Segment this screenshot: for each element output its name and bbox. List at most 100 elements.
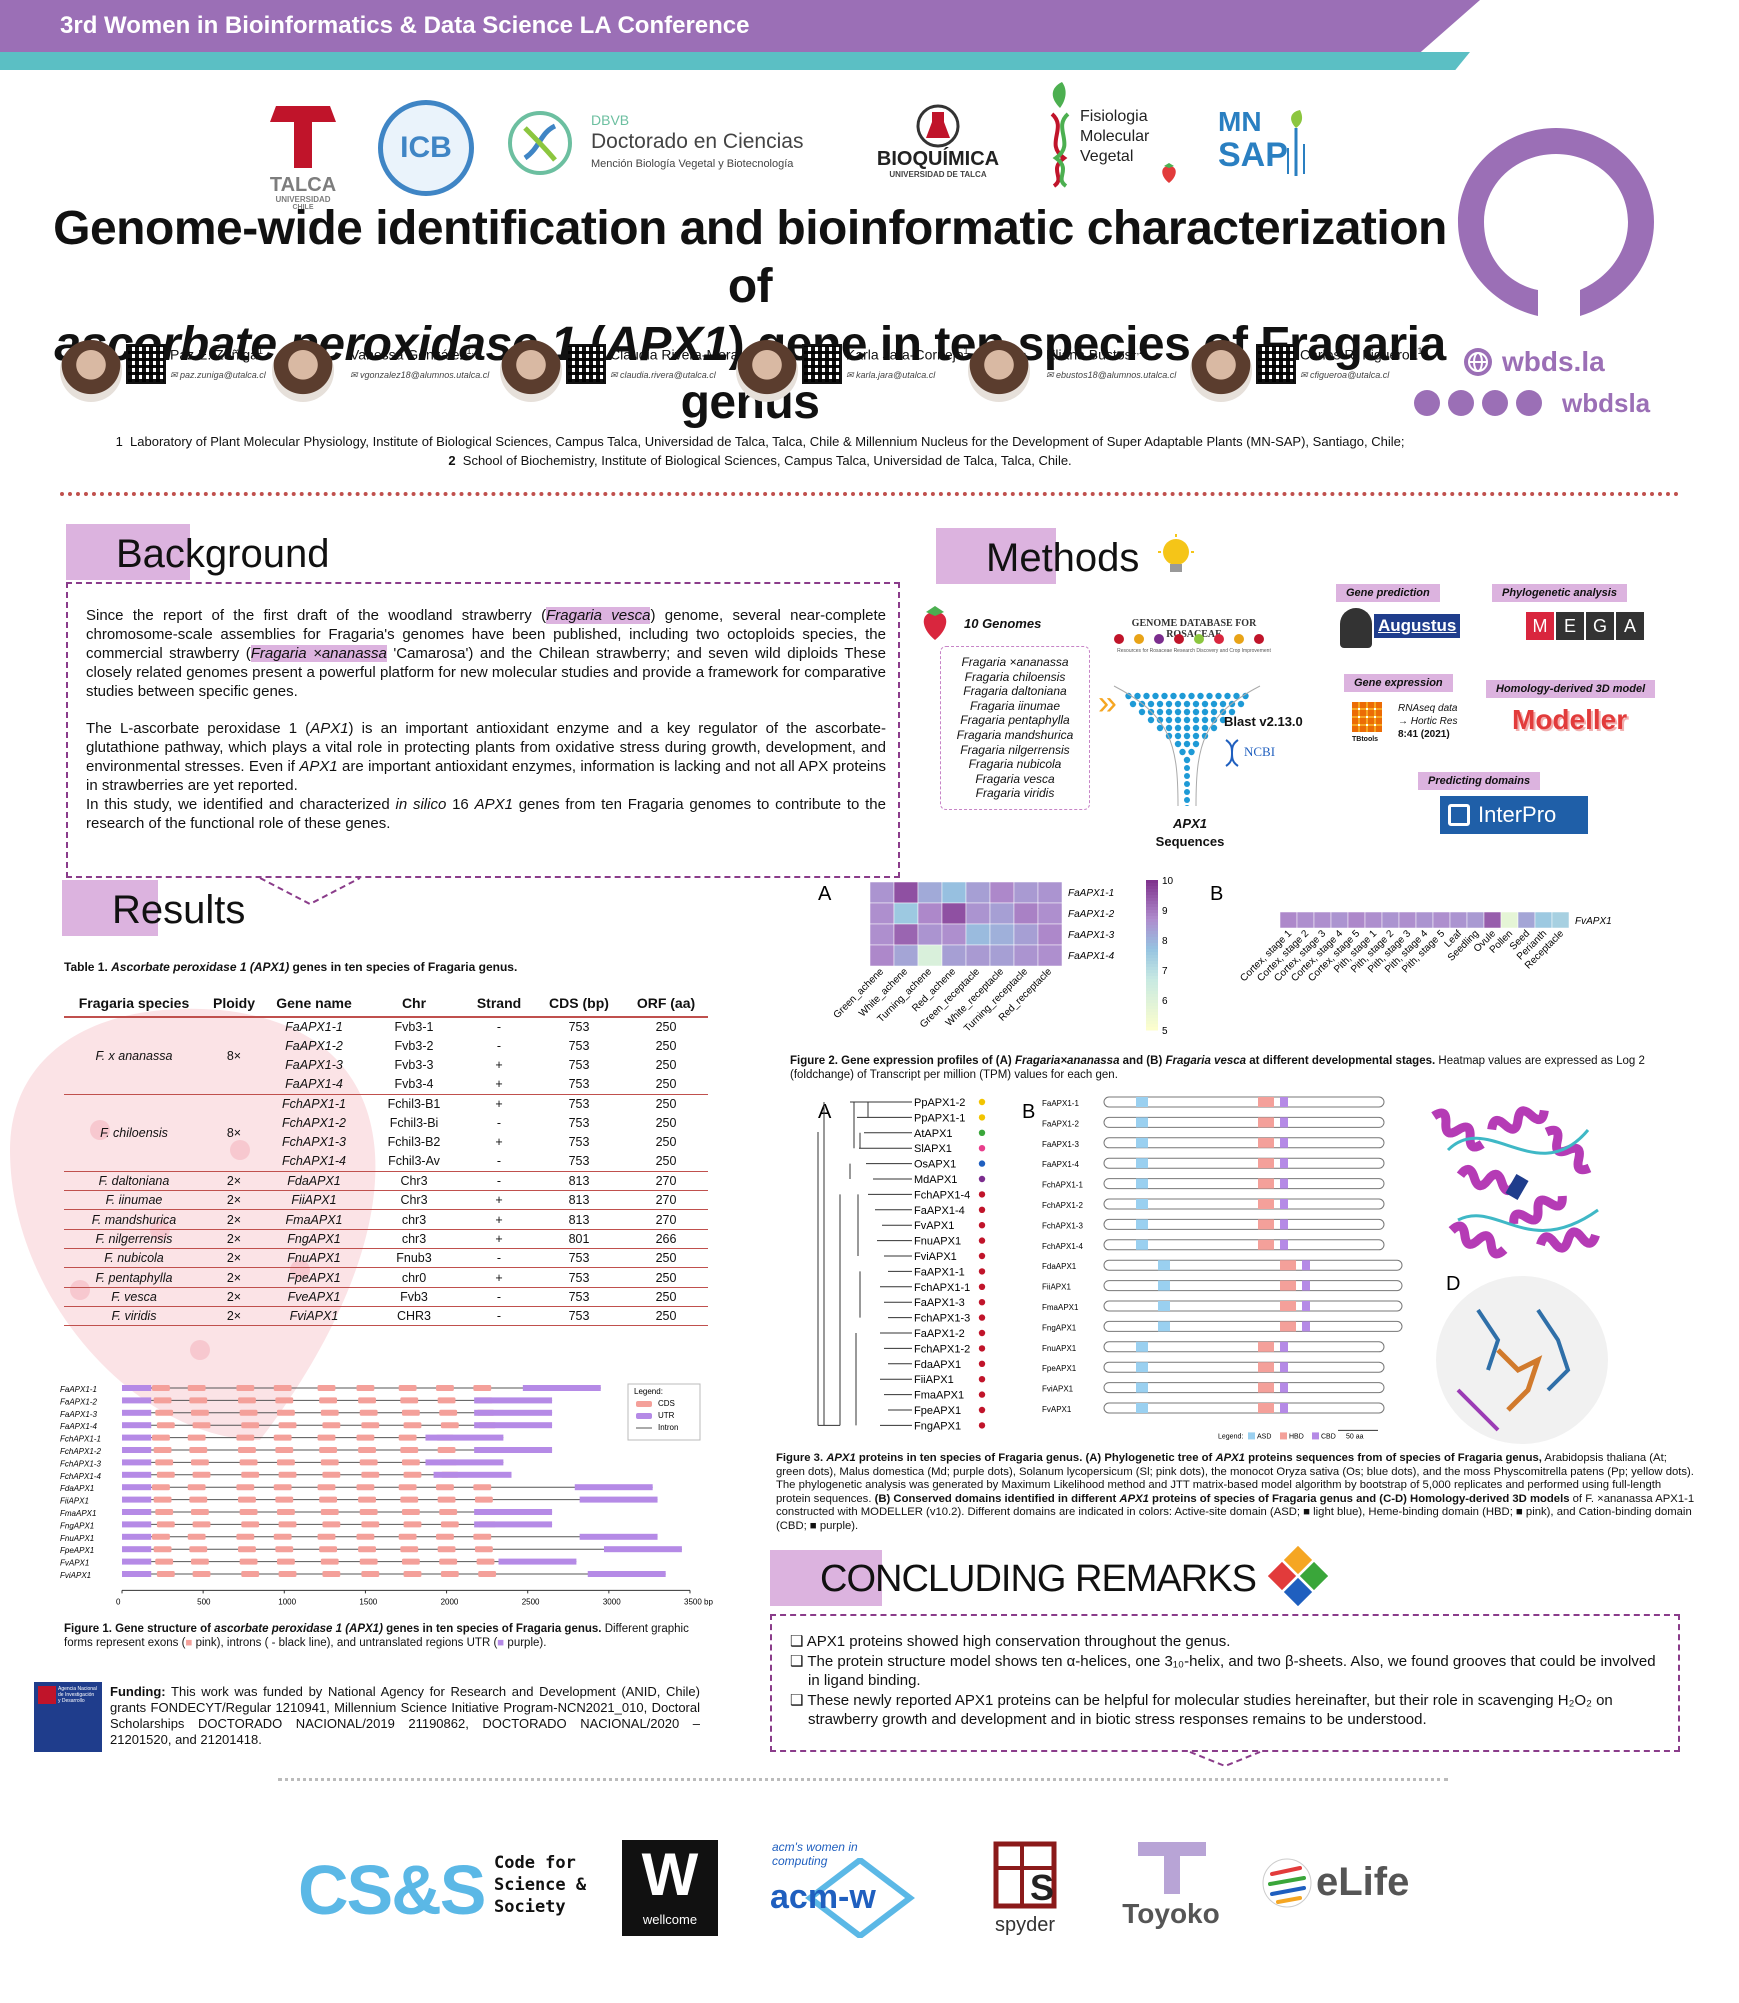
utr-block	[498, 1558, 577, 1565]
hbd-domain	[1258, 1341, 1274, 1352]
table-cell: FaAPX1-4	[285, 1077, 343, 1092]
cds-exon	[440, 1422, 459, 1429]
table-header-cell: Gene name	[264, 990, 364, 1018]
cds-exon	[192, 1521, 211, 1528]
author-name: Eliana Bustos1,2	[1046, 346, 1144, 363]
scale-segment	[1146, 967, 1158, 971]
domain-gene-label: FaAPX1-2	[1042, 1119, 1079, 1128]
table-cell-species: F. x ananassa	[64, 1016, 204, 1095]
table-cell: Fvb3-3	[394, 1058, 434, 1073]
scale-segment	[1146, 925, 1158, 929]
table-cell-species: F. pentaphylla	[64, 1267, 204, 1288]
spyder-web-icon: S	[993, 1841, 1057, 1909]
cds-exon	[152, 1484, 170, 1491]
cds-exon	[155, 1459, 174, 1466]
utr-block	[587, 1571, 666, 1577]
domain-gene-label: FchAPX1-3	[1042, 1221, 1083, 1230]
tree-leaf-dot	[978, 1345, 986, 1352]
domain-legend-swatch	[1248, 1432, 1255, 1440]
scale-segment	[1146, 946, 1158, 950]
mega-letter: A	[1616, 612, 1644, 640]
table-cell: -	[496, 1038, 502, 1053]
table-cell: +	[464, 1209, 534, 1230]
heatmap-cell	[1013, 902, 1039, 925]
affiliation-1: 1 Laboratory of Plant Molecular Physiolo…	[115, 434, 1405, 449]
tree-leaf-dot	[978, 1329, 986, 1337]
talca-logo: TALCA UNIVERSIDAD CHILE	[262, 100, 344, 211]
tree-leaf-label: FngAPX1	[914, 1420, 961, 1432]
gene-label: FviAPX1	[60, 1571, 91, 1580]
table-cell: 813	[534, 1209, 624, 1230]
funding-text: Funding: This work was funded by Nationa…	[110, 1684, 700, 1747]
heatmap-cell	[1500, 911, 1519, 929]
heatmap-cell	[1483, 911, 1502, 929]
asd-domain	[1136, 1341, 1148, 1352]
gene-label: FiiAPX1	[60, 1497, 89, 1506]
talca-sub2: CHILE	[292, 204, 314, 211]
mnsap-line2: SAP	[1218, 136, 1288, 174]
funnel-dot	[1129, 700, 1137, 708]
utr-block	[122, 1422, 152, 1429]
author-photo	[1190, 340, 1252, 402]
cds-exon	[439, 1409, 458, 1416]
cds-exon	[361, 1521, 380, 1528]
cds-exon	[401, 1409, 420, 1416]
author-photo	[736, 340, 798, 402]
scale-segment	[1146, 907, 1158, 911]
scale-segment	[1146, 997, 1158, 1001]
tree-leaf-dot	[978, 1283, 986, 1290]
protein-bar	[1103, 1198, 1385, 1210]
ncbi-label: NCBI	[1244, 744, 1276, 759]
funnel-dot	[1165, 716, 1173, 724]
heatmap-cell	[1296, 911, 1315, 929]
utr-block	[122, 1484, 152, 1491]
hbd-domain	[1258, 1137, 1274, 1148]
protein-3d-model-surface-icon	[1436, 1276, 1608, 1444]
table-cell: 266	[624, 1228, 708, 1249]
cds-exon	[278, 1521, 297, 1528]
asd-domain	[1136, 1219, 1148, 1230]
table-cell: Fchil3-B2	[387, 1135, 441, 1150]
acm-diamond-icon	[805, 1858, 915, 1938]
cds-exon	[478, 1571, 497, 1577]
table-header-cell: ORF (aa)	[624, 990, 708, 1018]
scale-segment	[1146, 937, 1158, 941]
heatmap-cell	[893, 923, 919, 946]
panel-label-a: A	[818, 883, 832, 905]
table-cell-ploidy: 2×	[204, 1170, 264, 1191]
table-cell: 753	[568, 1077, 590, 1092]
scale-tick-label: 8	[1162, 936, 1168, 947]
scale-segment	[1146, 895, 1158, 899]
tree-leaf-dot	[978, 1391, 986, 1398]
funnel-dot	[1210, 708, 1218, 716]
scale-tick-label: 7	[1162, 966, 1168, 977]
cds-exon	[320, 1558, 339, 1565]
table-cell: FpeAPX1	[264, 1267, 364, 1288]
toyoko-logo: Toyoko	[1116, 1836, 1226, 1936]
tree-leaf-dot	[978, 1145, 986, 1152]
concluding-remarks-list: ❑ APX1 proteins showed high conservation…	[790, 1632, 1660, 1730]
heatmap-cell	[989, 944, 1015, 967]
table-cell: 753	[568, 1038, 590, 1053]
cds-exon	[322, 1571, 341, 1577]
funnel-dot	[1219, 716, 1227, 724]
table-cell-species: F. mandshurica	[64, 1209, 204, 1230]
table-cell: 753	[568, 1135, 590, 1150]
scale-segment	[1146, 964, 1158, 968]
cds-exon	[398, 1533, 417, 1540]
funnel-dot	[1184, 773, 1190, 779]
scale-segment	[1146, 970, 1158, 974]
heatmap-row-label: FaAPX1-3	[1068, 930, 1115, 941]
table-cell: 250	[655, 1135, 677, 1150]
table-cell: FngAPX1	[264, 1228, 364, 1249]
funnel-dot	[1210, 724, 1218, 732]
figure-2-caption: Figure 2. Gene expression profiles of (A…	[790, 1055, 1645, 1081]
funnel-dot	[1156, 724, 1164, 732]
author-affiliation-number: 1	[963, 346, 969, 356]
mnsap-logo: MN SAP	[1218, 108, 1314, 188]
dbvb-title: Doctorado en Ciencias	[591, 130, 804, 153]
fisio-line2: Molecular	[1080, 128, 1150, 145]
alpha-helix	[1509, 1195, 1567, 1225]
panel-label-b: B	[1210, 883, 1223, 905]
hbd-domain	[1258, 1158, 1274, 1169]
